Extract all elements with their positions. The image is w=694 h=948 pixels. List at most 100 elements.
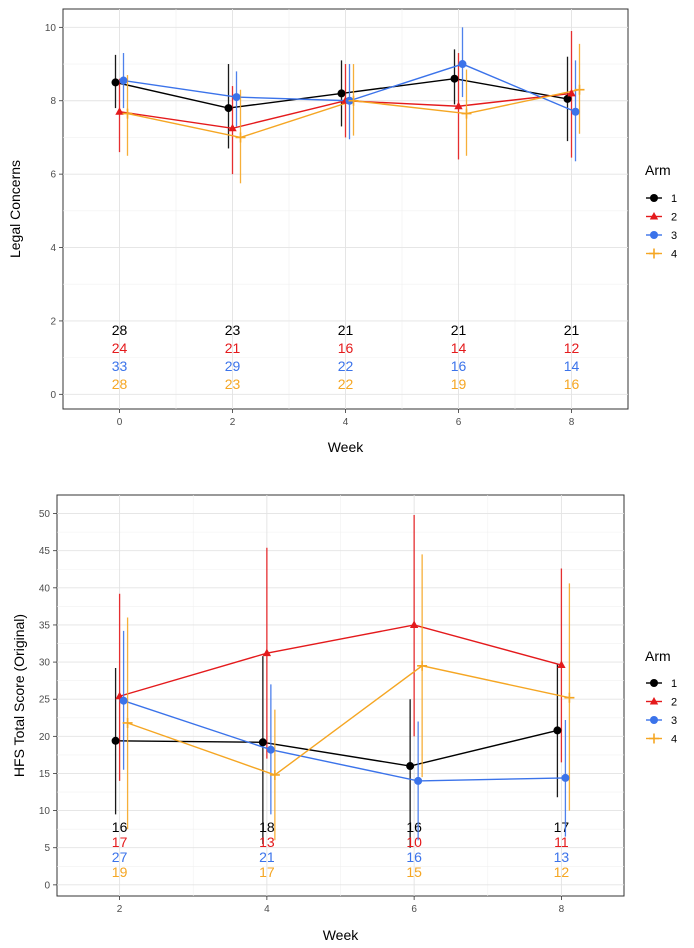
legend-key-marker-arm-4	[649, 248, 659, 259]
legend-key-marker-arm-3	[650, 716, 658, 724]
point-arm-2	[567, 88, 576, 97]
n-count-arm-3: 27	[112, 849, 128, 865]
legend: Arm 1 2 3 4	[645, 648, 677, 746]
legend-key-marker-arm-2	[649, 697, 659, 705]
point-arm-2	[409, 620, 419, 628]
point-arm-3	[119, 76, 128, 85]
n-count-arm-3: 16	[406, 849, 422, 865]
n-count-arm-1: 23	[225, 322, 241, 338]
legend-title: Arm	[645, 162, 671, 178]
n-count-arm-4: 22	[338, 376, 354, 392]
y-tick-label: 10	[45, 23, 57, 34]
n-count-arm-4: 19	[112, 864, 128, 880]
point-arm-4	[269, 769, 280, 780]
point-arm-1	[111, 78, 120, 87]
point-arm-4	[564, 692, 575, 703]
legend: Arm 1 2 3 4	[645, 162, 677, 261]
n-count-arm-2: 14	[451, 340, 467, 356]
point-arm-4	[574, 84, 585, 95]
legend-key-marker-arm-1	[650, 679, 658, 687]
point-arm-3	[458, 60, 467, 69]
y-tick-label: 4	[50, 243, 56, 254]
legend-label-arm-2: 2	[671, 697, 677, 709]
point-arm-1	[224, 104, 233, 113]
y-tick-label: 15	[39, 769, 51, 780]
n-count-arm-1: 16	[406, 819, 422, 835]
n-count-arm-4: 17	[259, 864, 275, 880]
y-tick-label: 0	[44, 880, 50, 891]
panel-hfs: 0 5 10 15 20 25 30 35 40 45 50 2 4 6 8 Week HFS Total Sc…	[11, 494, 625, 943]
x-tick-label: 6	[456, 417, 462, 428]
point-arm-3	[571, 107, 580, 116]
y-tick-label: 10	[39, 806, 51, 817]
x-axis-label: Week	[328, 439, 365, 455]
point-arm-3	[561, 773, 570, 782]
point-arm-1	[406, 762, 415, 771]
point-arm-4	[417, 660, 428, 671]
legend-label-arm-4: 4	[671, 249, 677, 261]
n-count-arm-1: 17	[554, 819, 570, 835]
n-count-arm-2: 24	[112, 340, 128, 356]
n-count-arm-3: 22	[338, 358, 354, 374]
n-count-arm-2: 16	[338, 340, 354, 356]
y-axis-label: HFS Total Score (Original)	[11, 614, 27, 777]
series-line-arm-1	[115, 729, 558, 767]
y-tick-label: 5	[44, 843, 50, 854]
x-axis-label: Week	[323, 927, 360, 943]
point-arm-3	[119, 696, 128, 705]
n-count-arm-2: 11	[554, 834, 569, 850]
point-arm-3	[414, 776, 423, 785]
point-arm-1	[553, 726, 562, 735]
y-tick-label: 2	[50, 316, 56, 327]
legend-key-marker-arm-3	[650, 231, 658, 239]
x-tick-label: 4	[264, 904, 270, 915]
point-arm-2	[454, 101, 463, 110]
y-tick-label: 30	[39, 658, 51, 669]
legend-key-marker-arm-4	[649, 733, 659, 744]
n-count-arm-2: 21	[225, 340, 241, 356]
legend-key-marker-arm-2	[649, 212, 659, 220]
y-tick-label: 50	[39, 509, 51, 520]
point-arm-4	[235, 132, 246, 143]
y-tick-label: 35	[39, 620, 51, 631]
series-line-arm-3	[123, 700, 566, 782]
y-axis-label: Legal Concerns	[7, 160, 23, 258]
n-count-arm-1: 21	[564, 322, 580, 338]
legend-label-arm-1: 1	[671, 678, 677, 690]
y-tick-label: 0	[50, 390, 56, 401]
n-count-arm-4: 15	[406, 864, 422, 880]
n-count-arm-4: 23	[225, 376, 241, 392]
x-tick-label: 8	[569, 417, 575, 428]
point-arm-4	[122, 717, 133, 728]
n-count-arm-3: 33	[112, 358, 128, 374]
point-arm-2	[557, 660, 566, 669]
point-arm-3	[266, 745, 275, 754]
n-count-arm-4: 19	[451, 376, 467, 392]
point-arm-1	[563, 94, 572, 103]
legend-label-arm-3: 3	[671, 230, 677, 242]
n-count-arm-3: 16	[451, 358, 467, 374]
n-count-arm-1: 28	[112, 322, 128, 338]
legend-label-arm-1: 1	[671, 193, 677, 205]
n-count-arm-3: 21	[259, 849, 275, 865]
legend-label-arm-2: 2	[671, 212, 677, 224]
n-count-arm-1: 18	[259, 819, 275, 835]
point-arm-1	[450, 74, 459, 83]
n-count-arm-2: 17	[112, 834, 128, 850]
legend-label-arm-4: 4	[671, 734, 677, 746]
y-tick-label: 8	[50, 96, 56, 107]
y-tick-label: 6	[50, 170, 56, 181]
n-count-arm-2: 12	[564, 340, 580, 356]
n-count-arm-1: 16	[112, 819, 128, 835]
point-arm-3	[232, 93, 241, 102]
legend-title: Arm	[645, 648, 671, 664]
point-arm-2	[228, 123, 237, 132]
n-count-arm-3: 13	[554, 849, 570, 865]
n-count-arm-4: 28	[112, 376, 128, 392]
x-tick-label: 4	[343, 417, 349, 428]
y-tick-label: 25	[39, 695, 51, 706]
n-count-arm-1: 21	[338, 322, 354, 338]
y-tick-label: 45	[39, 546, 51, 557]
